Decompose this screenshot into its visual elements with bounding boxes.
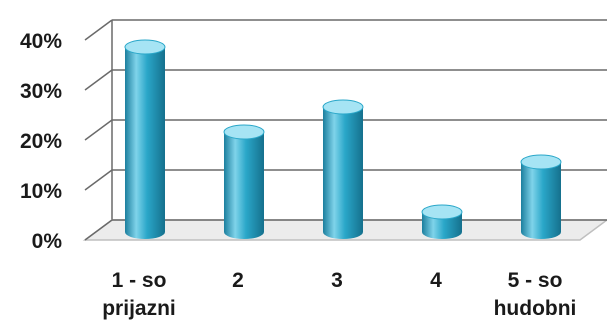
bar-top xyxy=(421,204,463,220)
y-tick-label: 20% xyxy=(20,130,62,153)
gridline-side xyxy=(84,119,113,141)
x-category-line: 5 - so xyxy=(508,269,563,292)
x-category-label: 3 xyxy=(331,269,343,292)
x-category-line: prijazni xyxy=(102,297,176,320)
bar xyxy=(520,154,562,239)
bar-top xyxy=(322,99,364,115)
x-category-line: 1 - so xyxy=(112,269,167,292)
bars xyxy=(124,39,562,239)
x-category-label: 1 - so prijazni xyxy=(102,269,176,320)
gridline-side xyxy=(84,69,113,91)
bar xyxy=(223,124,265,239)
bar-body xyxy=(521,162,561,239)
bar-body xyxy=(422,212,462,239)
y-tick-label: 40% xyxy=(20,30,62,53)
bar-body xyxy=(224,132,264,239)
y-tick-label: 0% xyxy=(32,230,63,253)
y-axis-ticks: 0% 10% 20% 30% 40% xyxy=(20,30,62,253)
gridline-side xyxy=(84,219,113,241)
x-category-line: 3 xyxy=(331,269,343,292)
y-tick-label: 10% xyxy=(20,180,62,203)
bar xyxy=(322,99,364,239)
bar-top xyxy=(124,39,166,55)
bar-body xyxy=(323,107,363,239)
gridline-side xyxy=(84,19,113,41)
x-axis-categories: 1 - so prijazni 2 3 4 5 - so hudobni xyxy=(102,269,576,320)
x-category-line: 2 xyxy=(232,269,244,292)
bar-top xyxy=(520,154,562,170)
bar-top xyxy=(223,124,265,140)
x-category-line: 4 xyxy=(430,269,442,292)
bar xyxy=(421,204,463,239)
bar-body xyxy=(125,47,165,239)
bar xyxy=(124,39,166,239)
x-category-label: 5 - so hudobni xyxy=(494,269,577,320)
y-tick-label: 30% xyxy=(20,80,62,103)
gridline-side xyxy=(84,169,113,191)
x-category-line: hudobni xyxy=(494,297,577,320)
x-category-label: 4 xyxy=(430,269,442,292)
x-category-label: 2 xyxy=(232,269,244,292)
